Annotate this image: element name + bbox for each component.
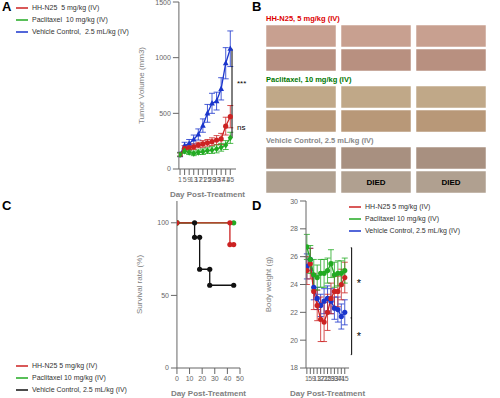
svg-text:0: 0 [175,375,179,382]
svg-text:20: 20 [290,337,298,344]
svg-text:HH-N25, 5 mg/kg (IV): HH-N25, 5 mg/kg (IV) [266,14,340,23]
svg-text:45: 45 [226,176,234,183]
svg-text:28: 28 [290,225,298,232]
html-text:Vehicle Control, 2.5 mL/kg (IV: Vehicle Control, 2.5 mL/kg (IV) [32,385,127,393]
html-text:D: D [252,198,262,213]
html-text:Vehicle Control, 2.5 mL/kg (IV: Vehicle Control, 2.5 mL/kg (IV) [32,27,129,35]
svg-text:30: 30 [211,375,219,382]
svg-text:30: 30 [290,199,298,204]
svg-text:45: 45 [341,375,349,382]
html-text:Paclitaxel 10 mg/kg (IV): Paclitaxel 10 mg/kg (IV) [365,214,439,222]
svg-text:***: *** [237,79,246,88]
svg-text:50: 50 [236,375,244,382]
html-text:HH-N25 5 mg/kg (IV): HH-N25 5 mg/kg (IV) [32,361,98,369]
svg-text:Vehicle Control, 2.5 mL/kg (IV: Vehicle Control, 2.5 mL/kg (IV) [266,136,374,145]
html-text:HH-N25 5 mg/kg (IV): HH-N25 5 mg/kg (IV) [365,202,431,210]
svg-text:*: * [357,330,362,342]
svg-text:0: 0 [165,364,169,371]
svg-text:ns: ns [237,123,245,132]
svg-text:DIED: DIED [441,178,460,187]
svg-text:22: 22 [290,309,298,316]
svg-text:26: 26 [290,253,298,260]
html-text:1 5 9: 1 5 9 [304,375,316,382]
svg-text:DIED: DIED [366,178,385,187]
svg-text:40: 40 [223,375,231,382]
svg-text:50: 50 [161,292,169,299]
html-text:Paclitaxel 10 mg/kg (IV): Paclitaxel 10 mg/kg (IV) [32,15,108,23]
html-text:A: A [2,0,12,14]
svg-text:18: 18 [290,364,298,371]
svg-text:Day Post-Treatment: Day Post-Treatment [171,389,246,398]
svg-text:1000: 1000 [155,54,171,61]
svg-text:24: 24 [290,281,298,288]
html-text:HH-N25 5 mg/kg (IV): HH-N25 5 mg/kg (IV) [32,3,100,11]
svg-text:10: 10 [186,375,194,382]
html-text:Vehicle Control, 2.5 mL/kg (IV: Vehicle Control, 2.5 mL/kg (IV) [365,226,460,234]
svg-text:20: 20 [198,375,206,382]
svg-text:*: * [357,277,362,289]
svg-text:Paclitaxel, 10 mg/kg (IV): Paclitaxel, 10 mg/kg (IV) [266,75,352,84]
html-text:C: C [2,198,12,213]
html-text:Paclitaxel 10 mg/kg (IV): Paclitaxel 10 mg/kg (IV) [32,373,106,381]
html-text:B: B [252,0,262,14]
svg-text:100: 100 [157,219,169,226]
svg-text:0: 0 [167,165,171,172]
svg-text:Tumor Volume (mm3): Tumor Volume (mm3) [137,47,146,124]
svg-text:Body weight (g): Body weight (g) [264,256,273,312]
svg-text:5: 5 [183,176,187,183]
svg-text:Day Post-Treatment: Day Post-Treatment [170,190,245,199]
svg-text:Survival rate (%): Survival rate (%) [135,255,144,314]
svg-text:Day Post-Treatment: Day Post-Treatment [290,389,365,398]
svg-text:1500: 1500 [155,0,171,5]
svg-text:1: 1 [178,176,182,183]
svg-text:500: 500 [159,110,171,117]
